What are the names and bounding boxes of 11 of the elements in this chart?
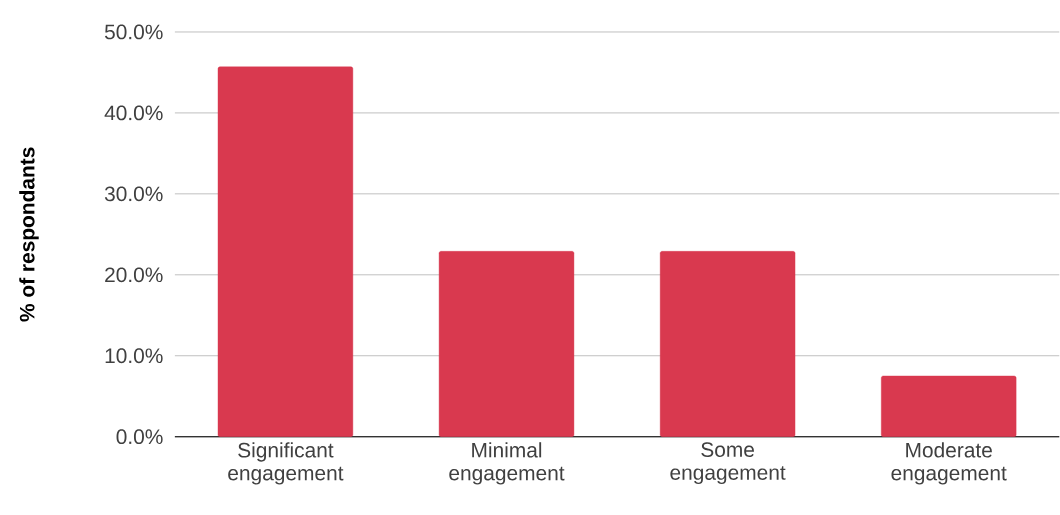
y-tick-label: 10.0%: [105, 348, 163, 364]
x-tick-label: Moderate engagement: [891, 442, 1007, 485]
x-tick-label: Minimal engagement: [449, 442, 565, 485]
y-tick-label: 0.0%: [116, 429, 163, 445]
y-axis-title: % of respondants: [19, 147, 39, 322]
y-tick-label: 30.0%: [104, 186, 163, 202]
y-tick-label: 50.0%: [104, 24, 163, 40]
y-tick-label: 20.0%: [105, 267, 163, 283]
y-tick-label: 40.0%: [104, 105, 163, 121]
x-tick-label: Significant engagement: [228, 442, 344, 485]
x-tick-label: Some engagement: [670, 442, 786, 485]
